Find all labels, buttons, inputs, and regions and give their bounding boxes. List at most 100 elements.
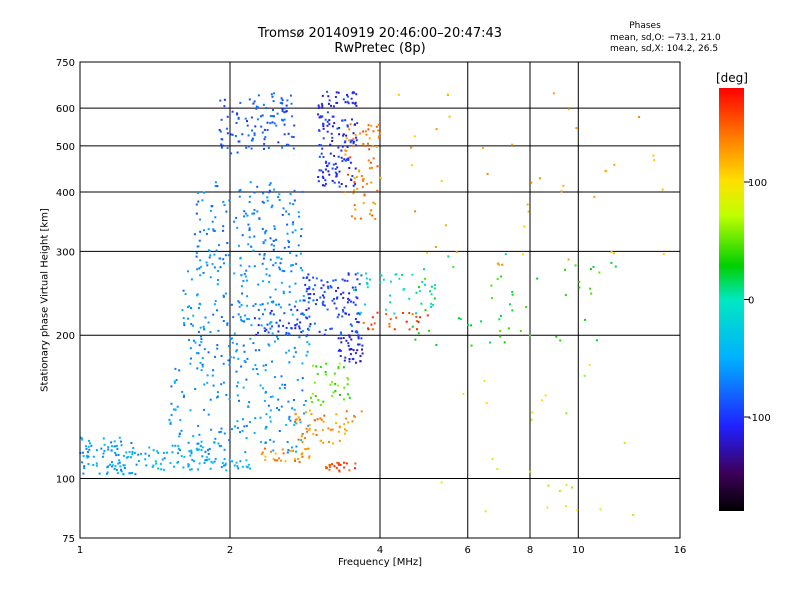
data-point	[346, 95, 349, 98]
data-point	[379, 281, 382, 284]
data-point	[421, 281, 424, 283]
data-point	[362, 178, 364, 181]
data-point	[214, 355, 216, 358]
data-point	[337, 366, 340, 369]
data-point	[511, 293, 514, 296]
data-point	[351, 286, 354, 289]
colorbar-ticks: -100 0 100	[744, 178, 771, 424]
data-point	[286, 451, 289, 454]
data-point	[328, 119, 331, 122]
data-point	[190, 278, 193, 281]
data-point	[275, 303, 278, 306]
data-point	[410, 164, 413, 167]
data-point	[273, 122, 276, 125]
data-point	[174, 444, 177, 447]
data-point	[198, 302, 201, 305]
data-point	[180, 429, 183, 432]
data-point	[311, 392, 314, 395]
data-point	[266, 199, 269, 202]
data-point	[433, 297, 436, 300]
data-point	[372, 157, 375, 160]
data-point	[424, 283, 427, 286]
data-point	[277, 330, 280, 333]
data-point	[301, 269, 304, 272]
data-point	[218, 244, 220, 247]
data-point	[335, 175, 338, 178]
data-point	[254, 125, 257, 128]
data-point	[318, 169, 321, 172]
data-point	[329, 152, 332, 155]
data-point	[291, 449, 294, 452]
data-point	[245, 378, 248, 381]
data-point	[243, 272, 246, 275]
data-point	[375, 146, 378, 148]
data-point	[353, 189, 355, 192]
data-point	[428, 329, 431, 332]
data-point	[236, 385, 238, 388]
data-point	[306, 430, 309, 433]
data-point	[192, 314, 195, 317]
data-point	[262, 201, 265, 204]
data-point	[411, 325, 414, 328]
data-point	[280, 257, 283, 260]
data-point	[235, 342, 238, 345]
data-point	[338, 362, 341, 365]
data-point	[205, 261, 208, 264]
data-point	[356, 272, 359, 275]
data-point	[248, 265, 251, 268]
data-point	[219, 445, 221, 447]
data-point	[269, 327, 272, 330]
data-point	[269, 321, 272, 324]
data-point	[220, 316, 223, 318]
data-point	[364, 144, 367, 147]
data-point	[264, 231, 267, 234]
data-point	[349, 156, 352, 159]
data-point	[417, 332, 420, 335]
x-tick-label: 16	[674, 545, 687, 556]
data-point	[195, 203, 198, 206]
data-point	[336, 316, 339, 319]
data-point	[274, 340, 276, 343]
data-point	[307, 424, 310, 427]
data-point	[298, 336, 301, 339]
data-point	[248, 318, 251, 321]
data-point	[295, 445, 298, 448]
phase-stats-heading: Phases	[629, 21, 661, 31]
data-point	[352, 132, 355, 135]
data-point	[283, 111, 286, 114]
data-point	[311, 401, 314, 403]
data-point	[285, 326, 288, 329]
data-point	[339, 393, 341, 396]
data-point	[364, 303, 366, 306]
data-point	[269, 182, 272, 185]
data-point	[268, 274, 271, 277]
data-point	[330, 327, 333, 330]
data-point	[283, 312, 286, 315]
data-point	[336, 101, 339, 104]
data-point	[265, 364, 268, 366]
data-point	[462, 392, 465, 395]
data-point	[307, 301, 310, 304]
data-point	[337, 463, 340, 466]
data-point	[111, 464, 114, 467]
data-point	[419, 316, 422, 319]
data-point	[110, 449, 113, 452]
data-point	[137, 453, 140, 456]
data-point	[307, 273, 310, 276]
data-point	[255, 107, 258, 110]
data-point	[224, 464, 227, 467]
data-point	[403, 288, 406, 291]
data-point	[431, 303, 434, 306]
data-point	[285, 143, 288, 146]
data-point	[584, 318, 587, 321]
data-point	[280, 405, 283, 408]
data-point	[204, 450, 207, 453]
data-point	[182, 317, 185, 320]
data-point	[211, 374, 214, 377]
x-tick-label: 1	[77, 545, 83, 556]
data-point	[333, 372, 336, 375]
data-point	[113, 440, 116, 443]
data-point	[254, 364, 257, 367]
data-point	[116, 472, 119, 475]
data-point	[354, 288, 357, 291]
